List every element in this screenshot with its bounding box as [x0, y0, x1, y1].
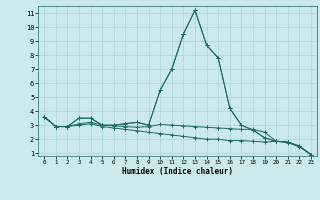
X-axis label: Humidex (Indice chaleur): Humidex (Indice chaleur)	[122, 167, 233, 176]
